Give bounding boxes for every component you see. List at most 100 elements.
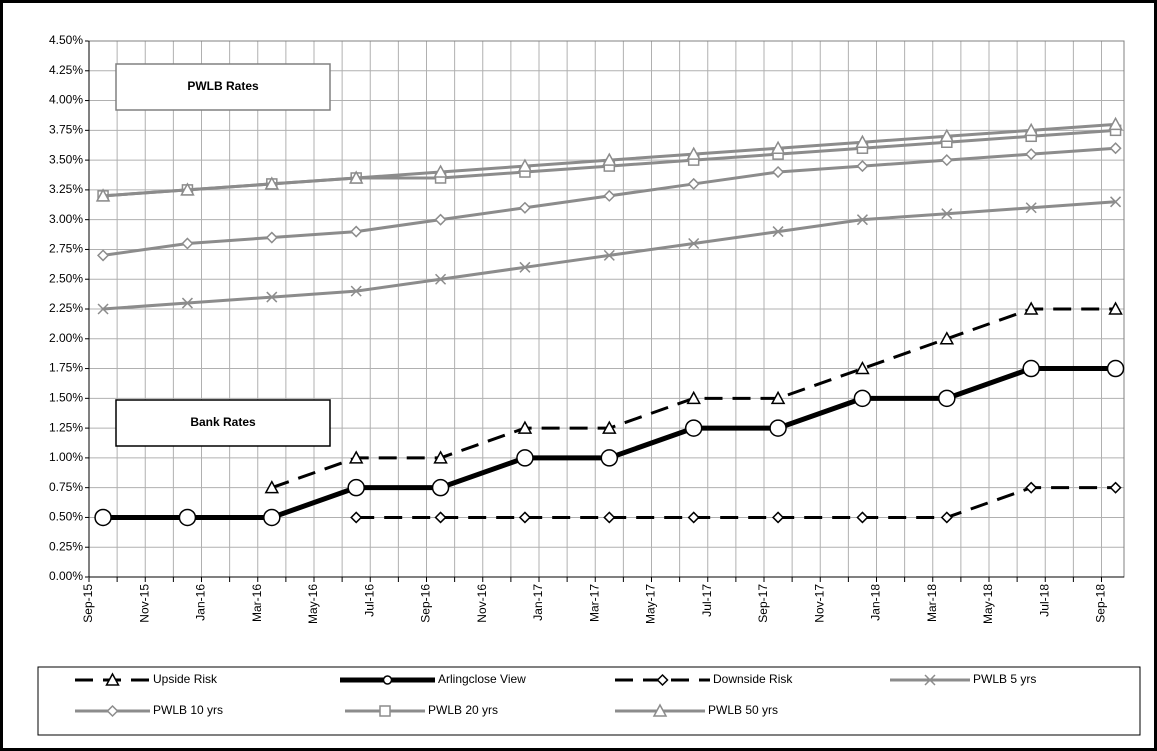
marker	[940, 511, 953, 524]
marker	[1109, 481, 1122, 494]
x-tick-label: Jul-16	[362, 584, 376, 617]
marker	[772, 165, 785, 179]
y-tick-label: 4.00%	[49, 93, 83, 107]
y-tick-label: 3.50%	[49, 152, 83, 166]
marker	[348, 450, 364, 464]
y-tick-label: 0.50%	[49, 510, 83, 524]
marker	[435, 273, 447, 285]
marker	[97, 249, 110, 262]
marker	[264, 480, 280, 494]
y-tick-label: 2.25%	[49, 301, 83, 315]
marker	[855, 134, 870, 148]
x-tick-label: May-16	[306, 584, 320, 624]
marker	[264, 176, 280, 190]
x-tick-label: Jul-17	[700, 584, 714, 617]
marker	[1108, 116, 1123, 131]
annotation-box	[115, 399, 331, 447]
y-tick-label: 3.25%	[49, 182, 83, 196]
marker	[602, 420, 617, 434]
marker	[181, 237, 194, 250]
legend-marker	[656, 673, 669, 687]
marker	[1109, 142, 1122, 155]
marker	[95, 188, 111, 202]
marker	[772, 226, 784, 238]
x-tick-label: Mar-16	[250, 584, 264, 622]
marker	[350, 511, 363, 524]
y-tick-label: 1.25%	[49, 420, 83, 434]
marker	[350, 225, 363, 238]
y-tick-label: 0.00%	[49, 569, 83, 583]
marker	[433, 450, 448, 464]
series-line	[356, 486, 1116, 519]
legend-label: PWLB 50 yrs	[708, 703, 778, 717]
marker	[97, 303, 109, 315]
marker	[688, 237, 700, 250]
x-tick-label: Jan-16	[194, 584, 208, 621]
marker	[350, 285, 362, 297]
marker	[941, 208, 953, 220]
marker	[856, 214, 868, 226]
y-tick-label: 4.25%	[49, 63, 83, 77]
legend-label: PWLB 20 yrs	[428, 703, 498, 717]
marker	[856, 511, 869, 524]
marker	[181, 297, 193, 309]
marker	[1023, 122, 1039, 137]
x-tick-label: Nov-15	[137, 584, 151, 623]
legend	[37, 666, 1141, 736]
marker	[516, 449, 534, 467]
marker	[1022, 359, 1040, 378]
marker	[1025, 481, 1038, 494]
marker	[940, 154, 953, 167]
marker	[770, 140, 786, 154]
marker	[1106, 359, 1125, 378]
marker	[1108, 301, 1123, 315]
marker	[266, 291, 278, 303]
x-tick-label: May-18	[981, 584, 995, 624]
marker	[94, 508, 112, 527]
x-tick-label: Sep-18	[1094, 584, 1108, 623]
marker	[938, 389, 956, 408]
y-tick-label: 4.50%	[49, 33, 83, 47]
x-tick-label: Jul-18	[1037, 584, 1051, 617]
marker	[686, 390, 701, 405]
annotation: PWLB Rates	[187, 79, 259, 93]
x-tick-label: Sep-17	[756, 584, 770, 623]
x-tick-label: Nov-17	[812, 584, 826, 623]
x-tick-label: Mar-17	[587, 584, 601, 622]
legend-marker	[382, 675, 393, 685]
x-tick-label: Mar-18	[925, 584, 939, 622]
x-tick-label: Sep-16	[419, 584, 433, 623]
marker	[348, 170, 364, 184]
y-tick-label: 0.25%	[49, 539, 83, 553]
legend-marker	[652, 703, 668, 717]
marker	[856, 160, 869, 173]
y-tick-label: 1.00%	[49, 450, 83, 464]
legend-label: Downside Risk	[713, 672, 793, 686]
legend-label: Arlingclose View	[438, 672, 526, 686]
marker	[602, 152, 617, 166]
x-tick-label: Sep-15	[81, 584, 95, 623]
marker	[603, 511, 616, 524]
marker	[687, 177, 700, 190]
marker	[939, 331, 955, 345]
x-tick-label: May-17	[644, 584, 658, 624]
marker	[687, 511, 700, 524]
marker	[1110, 196, 1122, 208]
marker	[770, 390, 786, 405]
legend-label: PWLB 5 yrs	[973, 672, 1036, 686]
marker	[517, 158, 533, 172]
marker	[855, 360, 870, 375]
marker	[769, 419, 787, 437]
marker	[603, 249, 615, 261]
legend-label: Upside Risk	[153, 672, 218, 686]
marker	[772, 511, 785, 524]
marker	[853, 389, 872, 408]
marker	[603, 189, 616, 202]
annotation-box	[115, 63, 331, 111]
marker	[434, 511, 447, 524]
marker	[180, 182, 195, 196]
marker	[600, 449, 619, 467]
marker	[939, 128, 955, 143]
marker	[265, 231, 278, 244]
